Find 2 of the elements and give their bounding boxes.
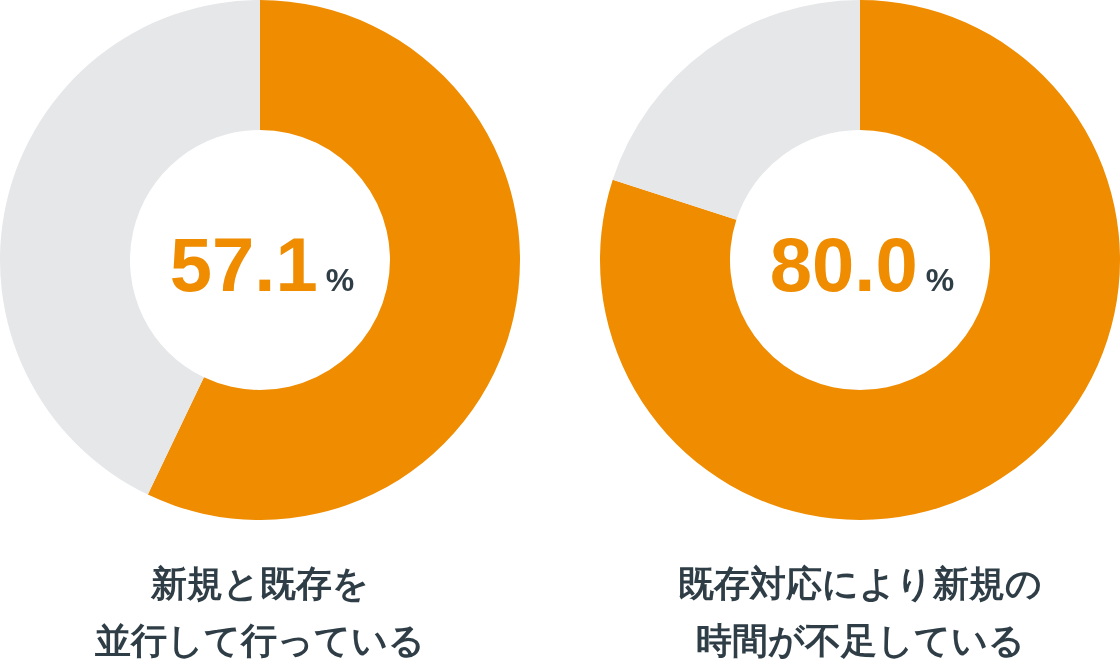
title: 新規と既存を並行して行っている <box>95 563 425 661</box>
title: 既存対応により新規の時間が不足している <box>678 563 1042 661</box>
